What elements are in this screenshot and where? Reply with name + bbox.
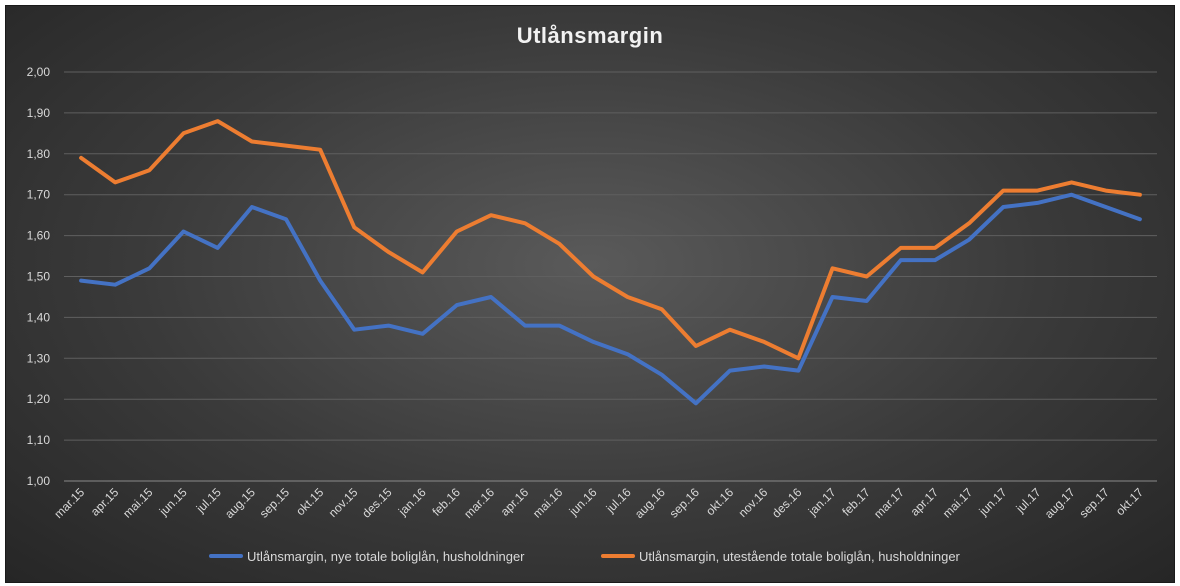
x-tick-label: mar.17 xyxy=(871,485,907,521)
x-tick-label: aug.17 xyxy=(1042,485,1078,521)
x-tick-label: aug.15 xyxy=(222,485,258,521)
x-tick-label: jul.15 xyxy=(193,485,224,516)
x-tick-label: feb.17 xyxy=(839,485,873,519)
x-tick-label: sep.16 xyxy=(667,485,703,521)
y-tick-label: 1,60 xyxy=(27,229,51,243)
y-tick-label: 1,40 xyxy=(27,310,51,324)
y-tick-label: 1,00 xyxy=(27,474,51,488)
x-tick-label: feb.16 xyxy=(429,485,463,519)
x-tick-label: mai.17 xyxy=(940,485,976,521)
x-tick-label: okt.15 xyxy=(293,485,326,518)
x-tick-label: jan.16 xyxy=(395,485,429,519)
x-tick-label: mai.16 xyxy=(530,485,566,521)
x-tick-label: des.15 xyxy=(359,485,395,521)
gridlines xyxy=(64,71,1157,482)
series-line-1 xyxy=(79,192,1142,406)
x-tick-label: apr.17 xyxy=(908,485,942,519)
y-tick-label: 1,50 xyxy=(27,270,51,284)
x-tick-label: sep.17 xyxy=(1077,485,1113,521)
y-tick-label: 1,30 xyxy=(27,351,51,365)
line-chart: Utlånsmargin 1,00 1,10 1,20 1,30 1,40 1,50 1,6… xyxy=(27,23,1157,564)
x-tick-label: nov.16 xyxy=(736,485,771,520)
series-line-2 xyxy=(79,119,1142,361)
legend-label: Utlånsmargin, nye totale boliglån, husho… xyxy=(247,549,525,564)
legend: Utlånsmargin, nye totale boliglån, husho… xyxy=(209,549,961,564)
legend-label: Utlånsmargin, utestående totale boliglån… xyxy=(639,549,961,564)
x-tick-label: des.16 xyxy=(769,485,805,521)
y-axis-ticks: 1,00 1,10 1,20 1,30 1,40 1,50 1,60 1,70 1,80 1,90… xyxy=(27,65,51,488)
x-tick-label: aug.16 xyxy=(632,485,668,521)
x-tick-label: okt.17 xyxy=(1113,485,1146,518)
y-tick-label: 1,90 xyxy=(27,106,51,120)
y-tick-label: 1,80 xyxy=(27,147,51,161)
y-tick-label: 1,20 xyxy=(27,392,51,406)
x-tick-label: nov.15 xyxy=(326,485,361,520)
x-tick-label: jun.16 xyxy=(566,485,600,519)
x-tick-label: jun.17 xyxy=(976,485,1010,519)
x-tick-label: jun.15 xyxy=(156,485,190,519)
x-tick-label: jan.17 xyxy=(805,485,839,519)
x-tick-label: mar.16 xyxy=(461,485,497,521)
y-tick-label: 1,10 xyxy=(27,433,51,447)
series-lines xyxy=(79,119,1142,406)
x-tick-label: sep.15 xyxy=(257,485,293,521)
chart-title: Utlånsmargin xyxy=(517,23,664,48)
x-tick-label: okt.16 xyxy=(703,485,736,518)
x-tick-label: jul.16 xyxy=(603,485,634,516)
x-tick-label: apr.15 xyxy=(88,485,122,519)
x-tick-label: mar.15 xyxy=(51,485,87,521)
x-tick-label: apr.16 xyxy=(498,485,532,519)
x-tick-label: mai.15 xyxy=(120,485,156,521)
chart-area: Utlånsmargin 1,00 1,10 1,20 1,30 1,40 1,50 1,6… xyxy=(5,5,1175,583)
x-tick-label: jul.17 xyxy=(1013,485,1044,516)
y-tick-label: 2,00 xyxy=(27,65,51,79)
y-tick-label: 1,70 xyxy=(27,188,51,202)
